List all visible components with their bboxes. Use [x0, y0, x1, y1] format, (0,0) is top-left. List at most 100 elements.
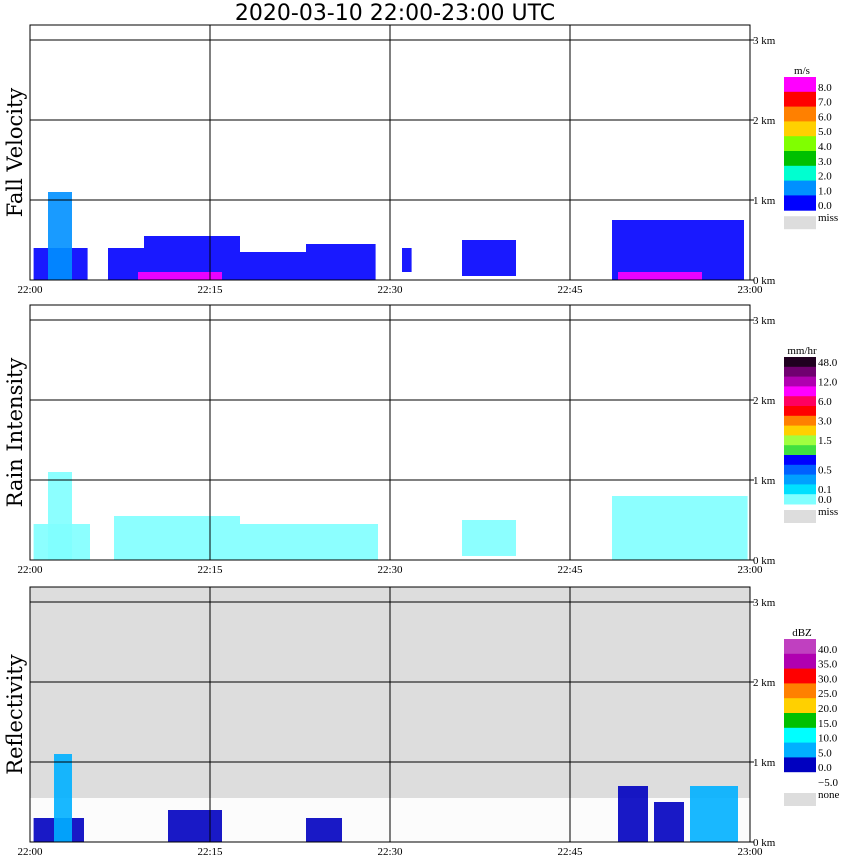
- legend-missing-swatch: [784, 793, 816, 806]
- legend-label: 10.0: [818, 733, 838, 745]
- legend-swatch: [784, 757, 816, 773]
- legend-missing-label: miss: [818, 212, 838, 224]
- legend-swatch: [784, 366, 816, 378]
- legend-label: 15.0: [818, 718, 838, 730]
- legend-label: 0.5: [818, 465, 832, 477]
- legend-swatch: [784, 727, 816, 744]
- legend-label: 12.0: [818, 376, 838, 388]
- y-tick-label: 0 km: [753, 837, 776, 849]
- data-region-7: [402, 248, 412, 272]
- legend-label: 7.0: [818, 97, 832, 109]
- y-tick-label: 1 km: [753, 195, 776, 207]
- legend-swatch: [784, 136, 816, 152]
- legend-swatch: [784, 425, 816, 436]
- legend-unit: mm/hr: [787, 345, 817, 357]
- y-tick-label: 3 km: [753, 597, 776, 609]
- legend-swatch: [784, 668, 816, 684]
- legend-swatch: [784, 195, 816, 211]
- legend-label: 5.0: [818, 126, 832, 138]
- legend-swatch: [784, 639, 816, 655]
- legend-missing-label: miss: [818, 506, 838, 518]
- data-region-8: [462, 240, 516, 276]
- x-tick-label: 23:00: [737, 846, 763, 858]
- legend-swatch: [784, 772, 816, 788]
- legend-label: 35.0: [818, 659, 838, 671]
- data-region-7: [654, 802, 684, 842]
- legend-label: 3.0: [818, 416, 832, 428]
- legend-label: 5.0: [818, 747, 832, 759]
- x-tick-label: 22:45: [557, 846, 583, 858]
- legend-swatch: [784, 151, 816, 167]
- panel-2: [29, 304, 816, 561]
- x-tick-label: 22:15: [197, 564, 223, 576]
- legend-label: 6.0: [818, 396, 832, 408]
- y-tick-label: 1 km: [753, 475, 776, 487]
- legend-label: 0.0: [818, 200, 832, 212]
- data-region-11: [618, 272, 702, 280]
- data-region-2: [48, 472, 72, 560]
- legend-label: 40.0: [818, 644, 838, 656]
- legend-swatch: [784, 106, 816, 122]
- data-region-6: [306, 244, 376, 280]
- legend-swatch: [784, 435, 816, 446]
- legend-label: 0.0: [818, 494, 832, 506]
- x-tick-label: 22:30: [377, 846, 403, 858]
- panel-3: [29, 586, 816, 843]
- y-tick-label: 0 km: [753, 275, 776, 287]
- legend-swatch: [784, 165, 816, 182]
- legend-swatch: [784, 484, 816, 495]
- legend-label: 6.0: [818, 111, 832, 123]
- y-tick-label: 0 km: [753, 555, 776, 567]
- legend-swatch: [784, 77, 816, 93]
- legend-label: 0.0: [818, 762, 832, 774]
- legend-label: 20.0: [818, 703, 838, 715]
- legend-label: 25.0: [818, 688, 838, 700]
- x-tick-label: 22:45: [557, 284, 583, 296]
- legend-swatch: [784, 376, 816, 387]
- data-region-6: [612, 496, 748, 560]
- legend-swatch: [784, 683, 816, 699]
- chart-title: 2020-03-10 22:00-23:00 UTC: [234, 1, 556, 26]
- legend-missing-swatch: [784, 216, 816, 230]
- data-region-8: [690, 786, 738, 842]
- data-region-5: [306, 818, 342, 842]
- x-tick-label: 22:15: [197, 846, 223, 858]
- legend-swatch: [784, 742, 816, 758]
- legend-swatch: [784, 464, 816, 476]
- data-region-3: [114, 516, 240, 560]
- legend-label: 8.0: [818, 82, 832, 94]
- x-tick-label: 22:30: [377, 284, 403, 296]
- data-region-6: [618, 786, 648, 842]
- legend-label: 4.0: [818, 141, 832, 153]
- x-tick-label: 22:00: [17, 846, 43, 858]
- y-tick-label: 2 km: [753, 677, 776, 689]
- legend-missing-label: none: [818, 789, 840, 801]
- y-tick-label: 2 km: [753, 395, 776, 407]
- legend-swatch: [784, 653, 816, 670]
- panel-1: [29, 24, 816, 281]
- plot-frame: [29, 586, 751, 843]
- data-region-3: [54, 754, 72, 842]
- x-tick-label: 22:45: [557, 564, 583, 576]
- legend-label: 0.1: [818, 484, 832, 496]
- legend-swatch: [784, 415, 816, 427]
- data-region-5: [462, 520, 516, 556]
- panel-title: Fall Velocity: [3, 88, 27, 218]
- x-tick-label: 23:00: [737, 284, 763, 296]
- y-tick-label: 3 km: [753, 35, 776, 47]
- legend-swatch: [784, 386, 816, 397]
- legend-swatch: [784, 180, 816, 196]
- plot-frame: [29, 24, 751, 281]
- data-region-4: [168, 810, 222, 842]
- legend-swatch: [784, 698, 816, 714]
- y-tick-label: 1 km: [753, 757, 776, 769]
- plot-frame: [29, 304, 751, 561]
- legend-label: 48.0: [818, 357, 838, 369]
- legend-label: 1.0: [818, 185, 832, 197]
- legend-unit: dBZ: [792, 627, 812, 639]
- data-region-9: [612, 220, 744, 280]
- legend-missing-swatch: [784, 510, 816, 523]
- x-tick-label: 22:30: [377, 564, 403, 576]
- legend-label: 30.0: [818, 673, 838, 685]
- legend-swatch: [784, 396, 816, 407]
